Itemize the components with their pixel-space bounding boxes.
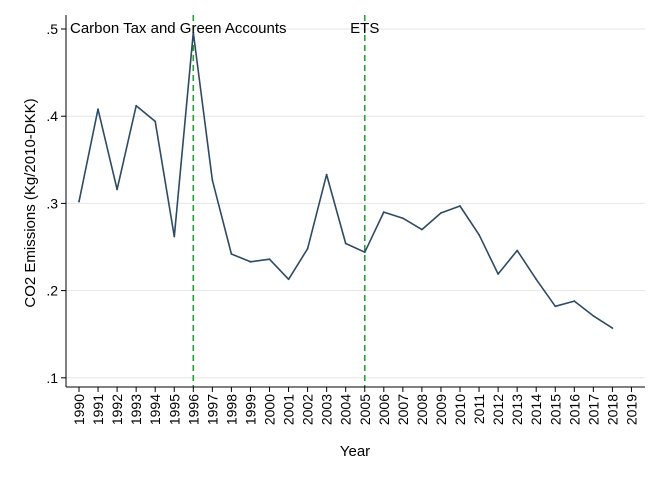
event-label: ETS [350,20,379,37]
x-axis-title: Year [340,443,370,460]
data-point [154,120,157,123]
event-label: Carbon Tax and Green Accounts [70,20,287,37]
x-tick-labels: 1990 1991 1992 1993 1994 1995 1996 1997 1998 1999… [71,394,639,425]
x-tick-label: 2018 [604,394,620,425]
data-point [135,104,138,107]
data-point [497,273,499,275]
data-point [78,200,80,203]
data-point [401,217,404,220]
data-point [440,212,442,214]
event-lines [192,15,366,387]
x-tick-label: 1990 [71,394,87,425]
data-point [592,314,595,317]
data-point [344,242,347,245]
x-tick-label: 2005 [357,394,373,425]
x-tick-label: 2002 [300,394,316,425]
x-tick-label: 1995 [166,394,182,425]
data-point [573,300,576,302]
data-point [421,228,423,231]
y-tick-labels: .1 .2 .3 .4 .5 [46,21,58,386]
x-tick-label: 1997 [204,394,220,425]
x-tick-label: 2000 [262,394,278,425]
x-tick-label: 1994 [147,394,163,425]
x-tick-label: 2006 [376,394,392,425]
data-point [535,278,538,281]
data-point [268,258,271,261]
y-tick-label: .1 [46,370,58,386]
y-tick-label: .5 [46,21,58,37]
event-labels: Carbon Tax and Green Accounts ETS [70,20,379,37]
data-point [116,188,118,191]
y-tick-label: .4 [46,108,58,124]
data-point [306,247,309,250]
x-tick-label: 2007 [395,394,411,425]
grid-lines [66,28,645,379]
data-point [211,178,214,181]
x-tick-label: 2013 [509,394,525,425]
data-point [363,251,366,254]
x-tick-label: 2015 [547,394,563,425]
data-point [325,173,328,176]
x-tick-label: 2003 [319,394,335,425]
data-point [611,327,614,329]
x-tick-label: 2017 [585,394,601,425]
axes [61,15,645,392]
x-tick-label: 1998 [223,394,239,425]
x-tick-label: 2009 [433,394,449,425]
data-point [516,249,519,252]
data-point [230,253,233,255]
y-tick-label: .2 [46,283,58,299]
series-line [78,31,613,329]
x-tick-label: 2019 [623,394,639,425]
data-point [249,260,252,263]
x-tick-label: 2011 [471,394,487,424]
y-axis-title: CO2 Emissions (Kg/2010-DKK) [22,98,39,307]
data-point [478,233,480,236]
x-tick-label: 2004 [338,394,354,425]
x-tick-label: 2014 [528,394,544,425]
x-tick-label: 1999 [242,394,258,425]
x-tick-label: 2008 [414,394,430,425]
data-point [459,205,461,207]
data-point [192,31,195,34]
x-tick-label: 1992 [109,394,125,425]
x-tick-label: 2001 [281,394,297,425]
x-tick-label: 1996 [185,394,201,425]
data-point [173,235,176,238]
x-tick-label: 2016 [566,394,582,425]
series-group [78,31,614,329]
data-point [382,211,385,214]
x-tick-label: 1993 [128,394,144,425]
x-tick-label: 1991 [90,394,106,425]
x-tick-label: 2010 [452,394,468,425]
y-tick-label: .3 [46,195,58,211]
x-tick-label: 2012 [490,394,506,425]
data-point [287,278,290,281]
data-point [97,108,99,111]
data-point [554,305,557,308]
